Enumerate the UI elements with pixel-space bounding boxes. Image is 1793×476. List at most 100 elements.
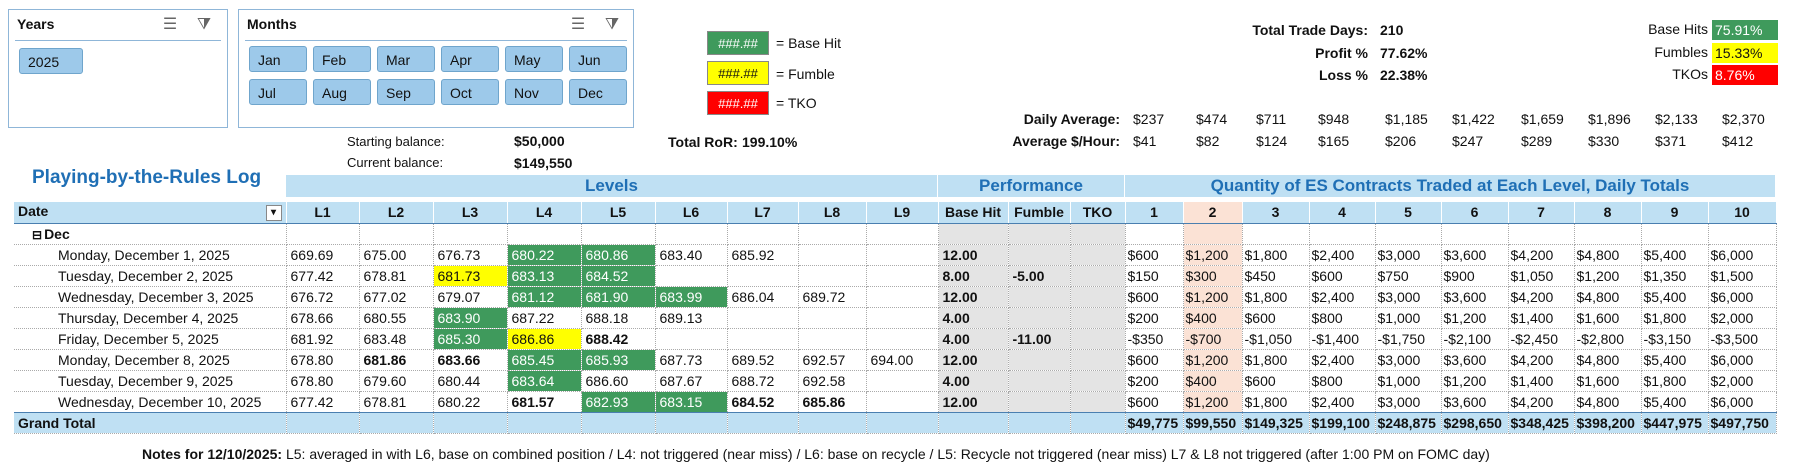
grand-total-quantity: $447,975 (1641, 411, 1709, 434)
quantity-cell: $600 (1125, 349, 1184, 371)
slicer-item-jan[interactable]: Jan (249, 46, 307, 72)
daily-average-value: $711 (1256, 111, 1287, 127)
performance-cell: 12.00 (938, 391, 1009, 413)
column-header-date[interactable]: Date ▾ (14, 202, 287, 224)
level-cell (866, 328, 939, 350)
quantity-cell: $600 (1242, 370, 1310, 392)
slicer-item-jul[interactable]: Jul (249, 79, 307, 105)
quantity-cell: $1,800 (1242, 286, 1310, 308)
level-cell: 680.55 (359, 307, 434, 329)
level-cell (866, 370, 939, 392)
quantity-cell: $750 (1375, 265, 1442, 287)
quantity-cell: $800 (1309, 370, 1376, 392)
quantity-cell: $3,600 (1441, 349, 1509, 371)
level-cell (866, 265, 939, 287)
level-cell (866, 244, 939, 266)
filter-dropdown-icon[interactable]: ▾ (265, 205, 282, 222)
table-row: Friday, December 5, 2025 681.92 683.48 685.… (14, 328, 1777, 350)
row-date: Tuesday, December 9, 2025 (14, 370, 287, 392)
performance-cell (1070, 244, 1126, 266)
avg-hour-value: $41 (1133, 133, 1157, 149)
daily-average-value: $1,185 (1385, 111, 1428, 127)
empty-cell (1508, 223, 1575, 245)
quantity-cell: $4,200 (1508, 286, 1575, 308)
legend-swatch-fumble: ###.## (707, 61, 769, 85)
slicer-item-sep[interactable]: Sep (377, 79, 435, 105)
slicer-item-mar[interactable]: Mar (377, 46, 435, 72)
level-cell: 678.66 (286, 307, 360, 329)
quantity-cell: $4,800 (1574, 286, 1642, 308)
level-cell: 685.30 (433, 328, 508, 350)
column-header-quantity: 8 (1574, 202, 1642, 224)
clear-filter-icon[interactable]: ⧩ (196, 16, 212, 33)
slicer-item-jun[interactable]: Jun (569, 46, 627, 72)
slicer-item-may[interactable]: May (505, 46, 563, 72)
avg-hour-value: $330 (1588, 133, 1620, 149)
multi-select-icon[interactable]: ☰ (162, 16, 178, 33)
quantity-cell: $1,200 (1441, 370, 1509, 392)
level-cell: 686.04 (727, 286, 799, 308)
month-group-cell[interactable]: ⊟ Dec (14, 223, 287, 245)
quantity-cell: $400 (1183, 370, 1243, 392)
slicer-item-apr[interactable]: Apr (441, 46, 499, 72)
quantity-cell: $2,400 (1309, 391, 1376, 413)
empty-cell (798, 411, 867, 434)
quantity-cell: $2,400 (1309, 286, 1376, 308)
quantity-cell: $800 (1309, 307, 1376, 329)
level-cell: 687.73 (655, 349, 728, 371)
years-slicer: Years ☰ ⧩ 2025 (8, 9, 228, 128)
level-cell: 675.00 (359, 244, 434, 266)
quantity-cell: $4,200 (1508, 244, 1575, 266)
level-cell: 692.57 (798, 349, 867, 371)
empty-cell (433, 223, 508, 245)
quantity-cell: $5,400 (1641, 244, 1709, 266)
base-hits-rate-label: Base Hits (1648, 21, 1708, 37)
quantity-cell: -$350 (1125, 328, 1184, 350)
quantity-cell: $1,800 (1641, 370, 1709, 392)
table-row: Thursday, December 4, 2025 678.66 680.55 68… (14, 307, 1777, 329)
column-header-row: Date ▾ L1 L2 L3 L4 L5 L6 L7 L8 L9 Base Hit Fumble TKO… (14, 202, 1777, 224)
slicer-item-dec[interactable]: Dec (569, 79, 627, 105)
slicer-item-nov[interactable]: Nov (505, 79, 563, 105)
performance-cell: 4.00 (938, 307, 1009, 329)
daily-average-value: $474 (1196, 111, 1228, 127)
level-cell: 681.57 (507, 391, 582, 413)
level-cell: 683.64 (507, 370, 582, 392)
loss-label: Loss % (1318, 67, 1368, 83)
quantity-cell: $5,400 (1641, 349, 1709, 371)
row-date: Monday, December 1, 2025 (14, 244, 287, 266)
quantity-cell: $600 (1125, 391, 1184, 413)
legend-label-tko: = TKO (776, 95, 817, 111)
level-cell: 677.02 (359, 286, 434, 308)
performance-cell: 12.00 (938, 286, 1009, 308)
grand-total-quantity: $49,775 (1125, 411, 1184, 434)
quantity-cell: $600 (1242, 307, 1310, 329)
row-date: Friday, December 5, 2025 (14, 328, 287, 350)
column-header-level: L8 (798, 202, 867, 224)
empty-cell (1070, 223, 1126, 245)
level-cell: 683.90 (433, 307, 508, 329)
base-hits-rate-value: 75.91% (1712, 20, 1778, 40)
quantity-cell: -$2,450 (1508, 328, 1575, 350)
clear-filter-icon[interactable]: ⧩ (604, 16, 620, 33)
collapse-icon[interactable]: ⊟ (32, 227, 43, 242)
slicer-item-feb[interactable]: Feb (313, 46, 371, 72)
slicer-item-2025[interactable]: 2025 (19, 48, 83, 74)
quantity-cell: $1,400 (1508, 307, 1575, 329)
performance-cell (1070, 307, 1126, 329)
performance-cell: 12.00 (938, 349, 1009, 371)
slicer-item-aug[interactable]: Aug (313, 79, 371, 105)
fumbles-rate-value: 15.33% (1712, 43, 1778, 63)
level-cell: 683.99 (655, 286, 728, 308)
performance-cell: -11.00 (1008, 328, 1071, 350)
quantity-cell: $4,800 (1574, 391, 1642, 413)
slicer-item-oct[interactable]: Oct (441, 79, 499, 105)
table-row: Tuesday, December 2, 2025 677.42 678.81 681… (14, 265, 1777, 287)
loss-value: 22.38% (1380, 67, 1428, 83)
fumbles-rate-label: Fumbles (1654, 44, 1708, 60)
quantity-cell: $5,400 (1641, 391, 1709, 413)
multi-select-icon[interactable]: ☰ (570, 16, 586, 33)
legend-swatch-base-hit: ###.## (707, 31, 769, 55)
column-header-date-label: Date (18, 203, 49, 220)
avg-hour-value: $124 (1256, 133, 1288, 149)
